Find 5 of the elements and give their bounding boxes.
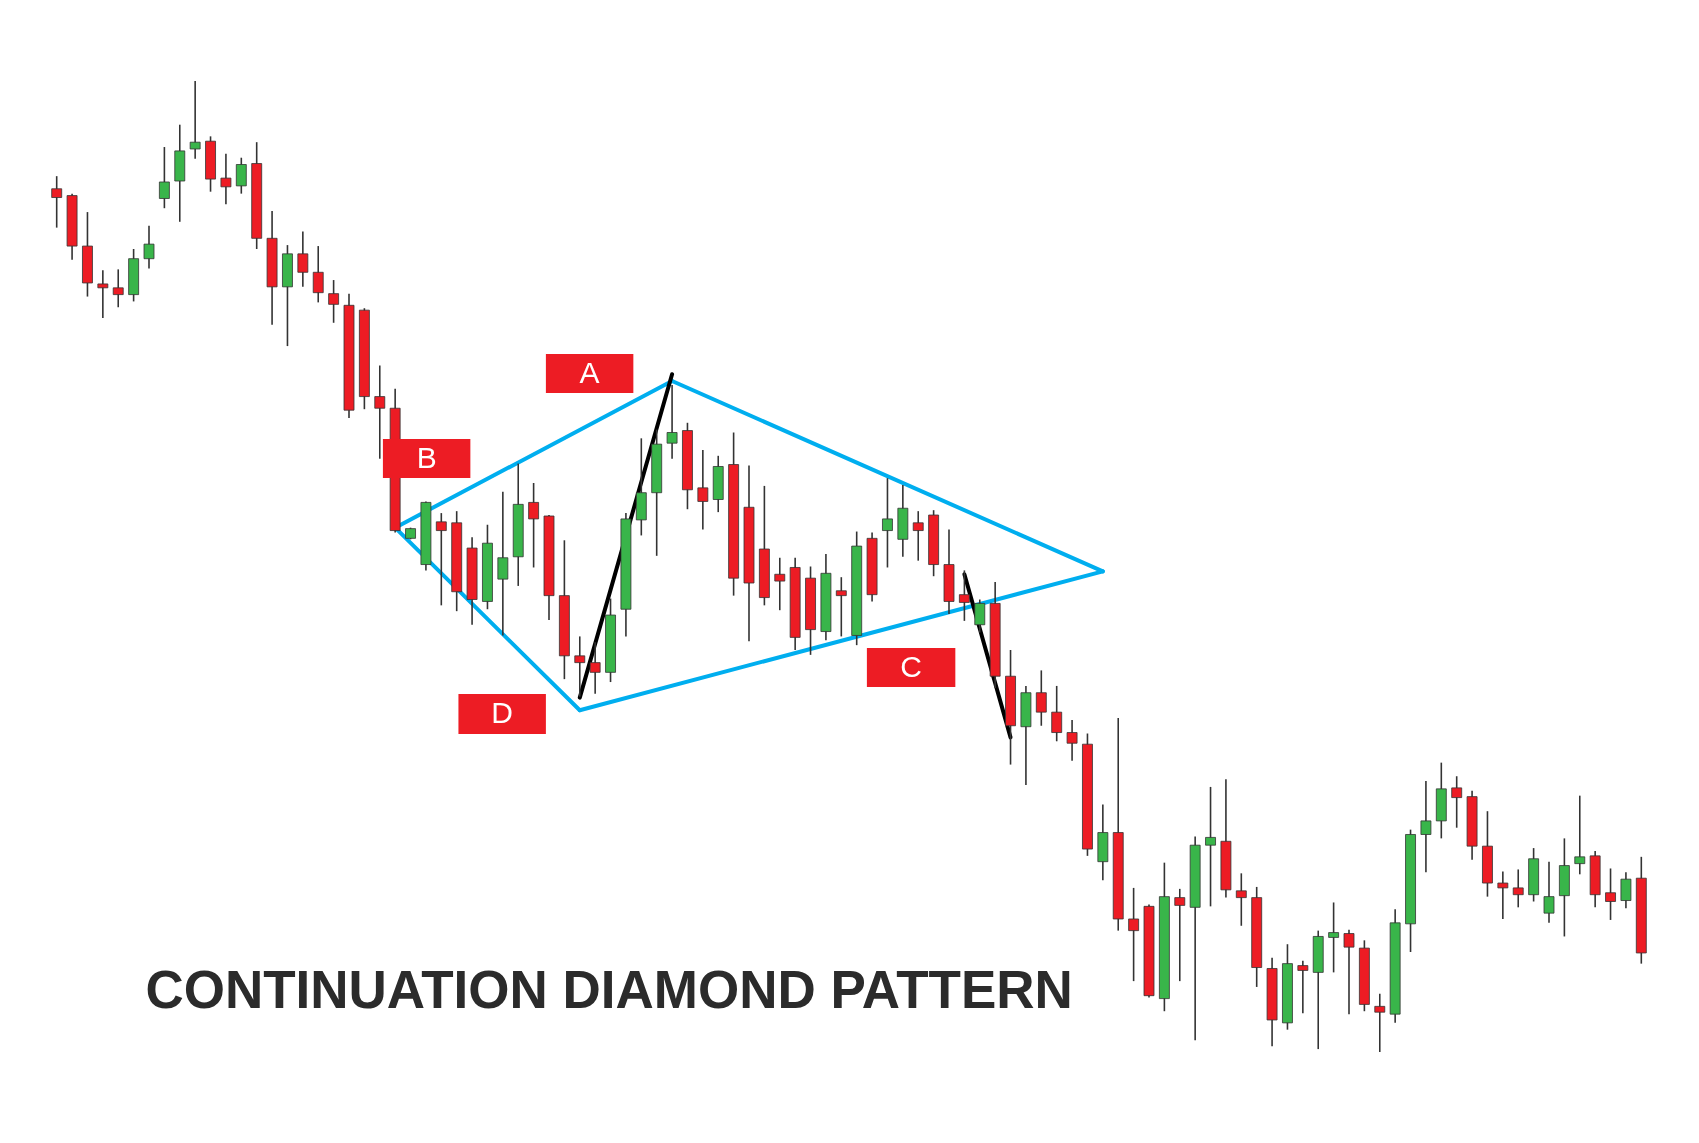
annotation: A <box>579 355 600 389</box>
annotation: C <box>900 649 922 683</box>
annotation: D <box>491 696 513 729</box>
annotation: B <box>416 440 437 474</box>
text: CONTINUATION DIAMOND PATTERN <box>145 960 1073 1019</box>
